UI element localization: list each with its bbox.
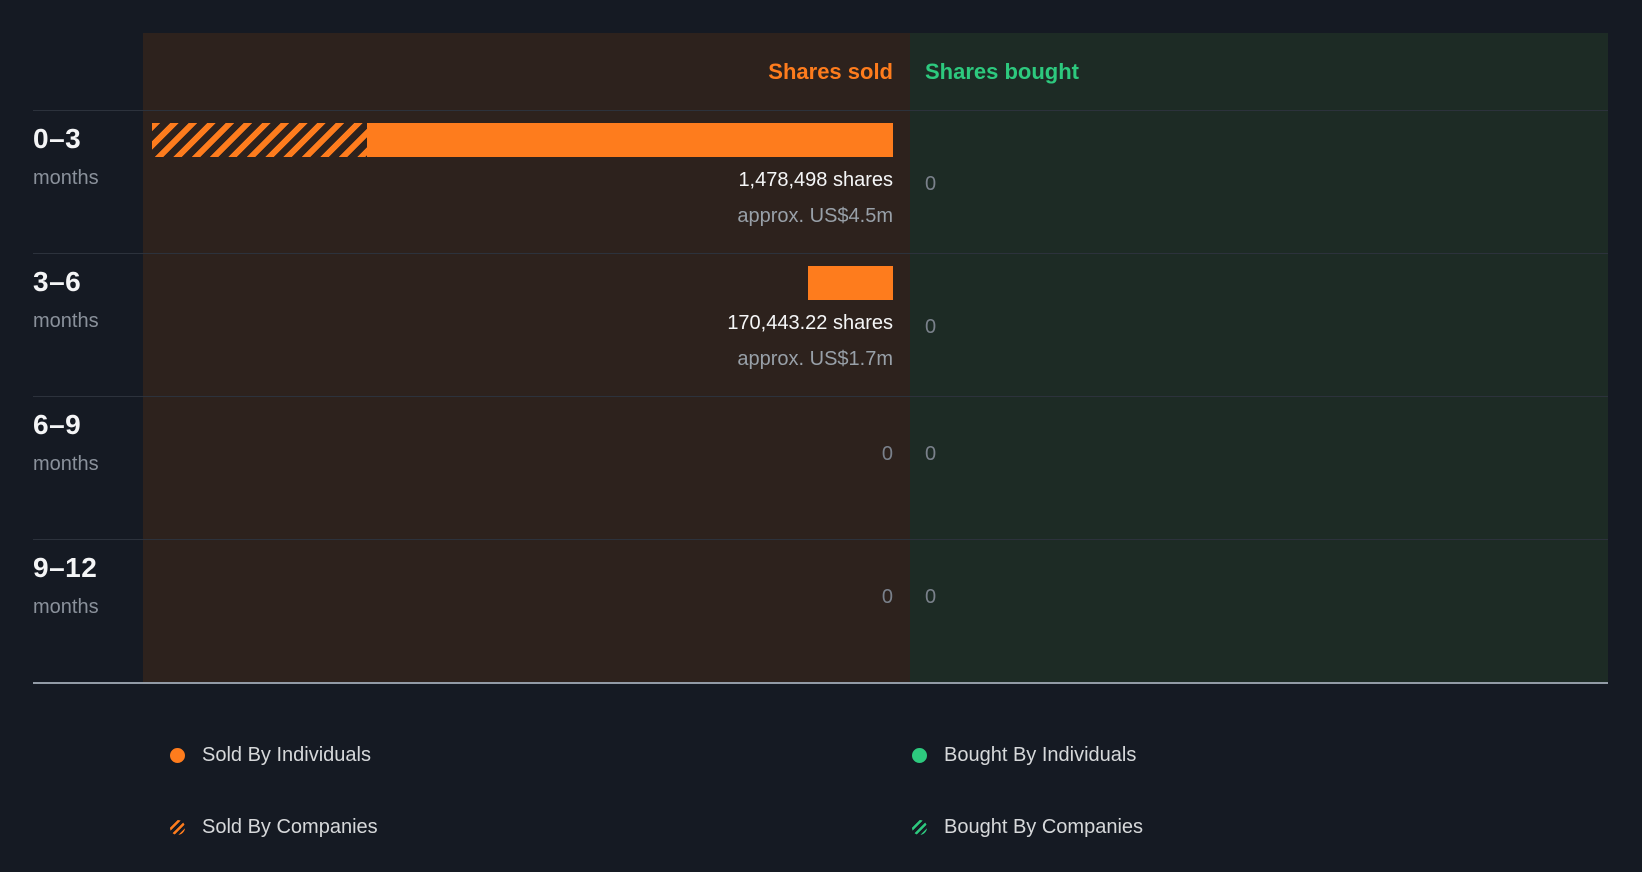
legend-item-sold-by-individuals[interactable]: Sold By Individuals (170, 744, 912, 766)
bought-cell: 0 (910, 111, 1608, 253)
sold-shares-value: 0 (881, 586, 893, 608)
sold-cell: 1,478,498 shares approx. US$4.5m (143, 111, 910, 253)
legend-item-bought-by-individuals[interactable]: Bought By Individuals (912, 744, 1143, 766)
sold-cell: 0 (143, 540, 910, 682)
period-range: 9–12 (33, 552, 98, 583)
period-row-3-6-months: 3–6 months 170,443.22 shares approx. US$… (33, 253, 1608, 396)
bought-cell: 0 (910, 397, 1608, 539)
sold-shares-value: 170,443.22 shares (727, 312, 893, 334)
bought-shares-value: 0 (925, 443, 937, 465)
period-range: 6–9 (33, 409, 82, 440)
legend-bought-column: Bought By Individuals Bought By Companie… (912, 744, 1143, 838)
legend-label: Sold By Companies (202, 815, 378, 838)
period-label: 0–3 months (33, 111, 143, 253)
sold-approx-usd-value: approx. US$1.7m (737, 348, 893, 370)
shares-bought-column-header: Shares bought (910, 33, 1608, 110)
bought-shares-value: 0 (925, 173, 937, 195)
legend-label: Sold By Individuals (202, 743, 371, 766)
bought-shares-value: 0 (925, 586, 937, 608)
period-row-9-12-months: 9–12 months 0 0 (33, 539, 1608, 682)
period-row-6-9-months: 6–9 months 0 0 (33, 396, 1608, 539)
sold-cell: 0 (143, 397, 910, 539)
chart-legend: Sold By Individuals Sold By Companies Bo… (170, 744, 1143, 838)
legend-label: Bought By Individuals (944, 743, 1137, 766)
bought-shares-value: 0 (925, 316, 937, 338)
sold-shares-value: 1,478,498 shares (738, 169, 893, 191)
period-unit: months (33, 310, 99, 332)
period-label: 6–9 months (33, 397, 143, 539)
period-range: 3–6 (33, 266, 82, 297)
sold-bar[interactable] (152, 123, 893, 157)
insider-trading-chart: Shares sold Shares bought 0–3 months 1,4… (33, 33, 1608, 684)
chart-header-row: Shares sold Shares bought (33, 33, 1608, 110)
period-range: 0–3 (33, 123, 82, 154)
period-row-0-3-months: 0–3 months 1,478,498 shares approx. US$4… (33, 110, 1608, 253)
sold-cell: 170,443.22 shares approx. US$1.7m (143, 254, 910, 396)
period-label: 9–12 months (33, 540, 143, 682)
period-unit: months (33, 453, 99, 475)
sold-bar[interactable] (807, 266, 893, 300)
sold-individuals-swatch-icon (170, 747, 185, 763)
sold-companies-hatched-swatch-icon (170, 819, 185, 835)
legend-item-sold-by-companies[interactable]: Sold By Companies (170, 816, 912, 838)
bought-cell: 0 (910, 254, 1608, 396)
sold-approx-usd-value: approx. US$4.5m (737, 205, 893, 227)
sold-shares-value: 0 (881, 443, 893, 465)
shares-sold-column-header: Shares sold (143, 33, 910, 110)
legend-label: Bought By Companies (944, 815, 1144, 838)
legend-item-bought-by-companies[interactable]: Bought By Companies (912, 816, 1143, 838)
bought-cell: 0 (910, 540, 1608, 682)
period-unit: months (33, 167, 99, 189)
period-unit: months (33, 596, 99, 618)
bought-companies-hatched-swatch-icon (912, 819, 927, 835)
sold-by-companies-segment[interactable] (152, 123, 367, 157)
header-spacer (33, 33, 143, 110)
legend-sold-column: Sold By Individuals Sold By Companies (170, 744, 912, 838)
period-label: 3–6 months (33, 254, 143, 396)
bought-individuals-swatch-icon (912, 747, 927, 763)
